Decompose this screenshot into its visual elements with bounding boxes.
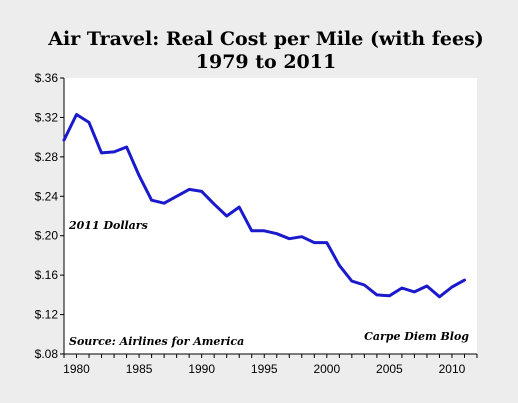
y-tick-label: $.32 <box>35 110 59 124</box>
x-tick-label: 1995 <box>251 362 278 376</box>
plot-area <box>64 78 477 354</box>
x-tick-label: 1990 <box>188 362 215 376</box>
y-tick-label: $.24 <box>35 189 59 203</box>
series-layer <box>62 113 466 299</box>
x-tick-label: 2000 <box>313 362 340 376</box>
y-tick-label: $.12 <box>35 308 59 322</box>
y-tick-label: $.28 <box>35 150 59 164</box>
x-tick-label: 2010 <box>439 362 466 376</box>
annotation-source: Source: Airlines for America <box>69 335 244 348</box>
y-tick-label: $.20 <box>35 229 59 243</box>
y-tick-label: $.08 <box>35 347 59 361</box>
y-tick-label: $.16 <box>35 268 59 282</box>
x-tick-label: 2005 <box>376 362 403 376</box>
x-tick-label: 1980 <box>63 362 90 376</box>
x-axis: 1980 1985 1990 1995 2000 2005 2010 <box>63 354 478 376</box>
series-line <box>62 113 466 299</box>
chart-title: Air Travel: Real Cost per Mile (with fee… <box>47 28 484 50</box>
chart-subtitle: 1979 to 2011 <box>196 51 336 73</box>
y-axis: $.08 $.12 $.16 $.20 $.24 $.28 $.32 $.36 <box>35 71 64 361</box>
annotation-credit: Carpe Diem Blog <box>364 330 469 343</box>
annotation-units: 2011 Dollars <box>68 219 148 232</box>
x-tick-label: 1985 <box>126 362 153 376</box>
y-tick-label: $.36 <box>35 71 59 85</box>
